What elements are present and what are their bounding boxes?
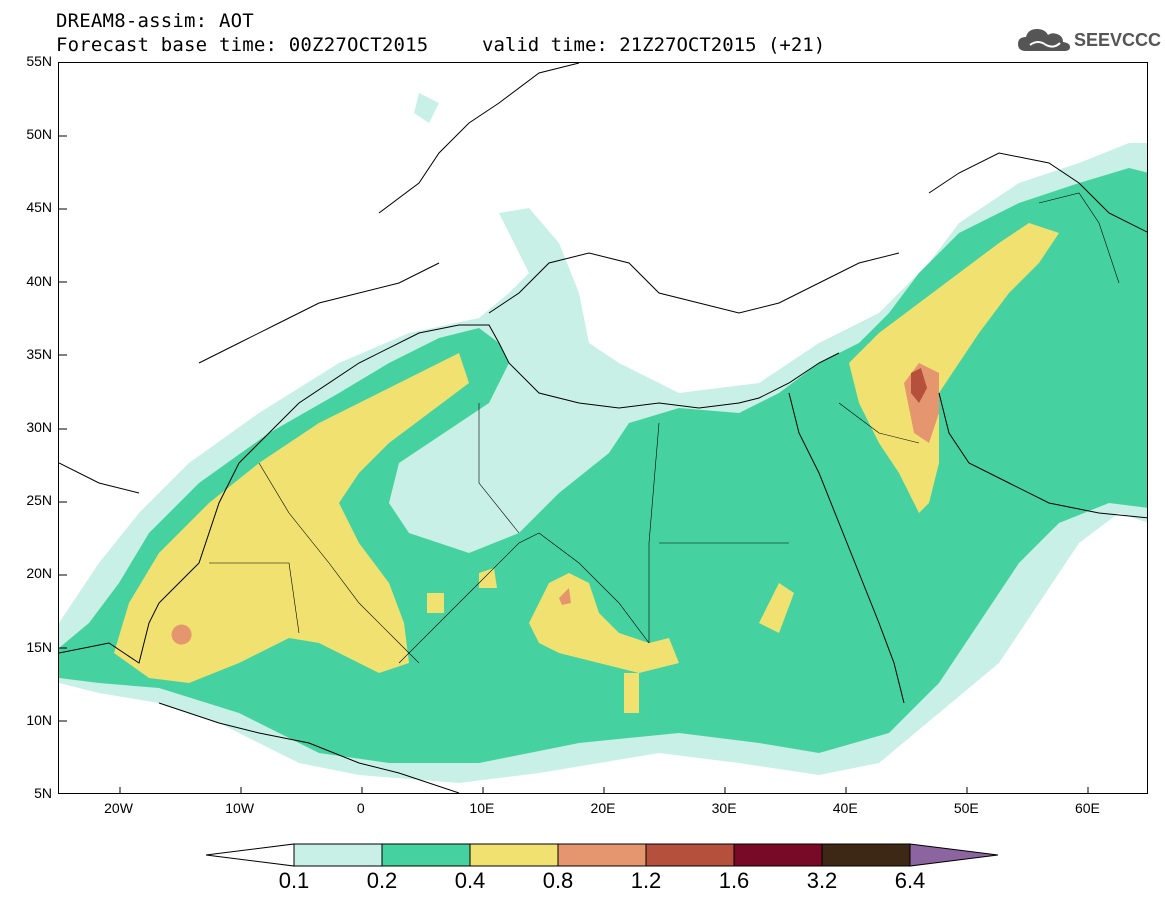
- map-ticks: [59, 135, 1089, 793]
- colorbar-label: 0.8: [542, 868, 574, 893]
- lon-tick-label: 50E: [953, 800, 979, 816]
- colorbar-label: 0.4: [454, 868, 486, 893]
- lon-tick-label: 20E: [590, 800, 616, 816]
- coastlines: [59, 63, 1147, 793]
- colorbar-segment: [645, 843, 735, 867]
- seevccc-logo: SEEVCCC: [1016, 22, 1161, 58]
- colorbar-label: 6.4: [894, 868, 926, 893]
- colorbar-label: 0.1: [278, 868, 310, 893]
- lat-tick-label: 50N: [26, 126, 52, 143]
- colorbar-segment: [469, 843, 559, 867]
- map-title: DREAM8-assim: AOT: [56, 10, 254, 32]
- lat-tick-label: 30N: [26, 419, 52, 435]
- lat-tick-label: 35N: [26, 345, 52, 362]
- colorbar: [206, 843, 998, 867]
- colorbar-label: 0.2: [366, 868, 398, 893]
- lat-tick-label: 15N: [26, 638, 52, 655]
- lon-tick-label: 20W: [104, 800, 133, 816]
- lon-tick-label: 10E: [469, 800, 495, 816]
- colorbar-overflow: [909, 843, 998, 867]
- colorbar-label: 1.6: [718, 868, 750, 893]
- cloud-icon: [1018, 29, 1070, 51]
- aot-contour-1.2: [911, 368, 927, 403]
- map-panel: [58, 62, 1148, 794]
- colorbar-label: 1.2: [630, 868, 662, 893]
- lon-tick-label: 0: [356, 800, 365, 816]
- forecast-base-time: Forecast base time: 00Z27OCT2015: [56, 34, 429, 56]
- lon-tick-label: 60E: [1074, 800, 1100, 816]
- colorbar-segment: [293, 843, 383, 867]
- colorbar-label: 3.2: [806, 868, 838, 893]
- aot-map: [59, 63, 1147, 793]
- colorbar-segment: [733, 843, 823, 867]
- lat-tick-label: 55N: [26, 53, 52, 69]
- lon-tick-label: 30E: [711, 800, 737, 816]
- lon-tick-label: 40E: [832, 800, 858, 816]
- lon-tick-label: 10W: [225, 800, 255, 816]
- colorbar-segment: [557, 843, 647, 867]
- colorbar-segment: [381, 843, 471, 867]
- lat-tick-label: 25N: [26, 492, 52, 509]
- colorbar-underflow: [206, 843, 295, 867]
- logo-text: SEEVCCC: [1074, 29, 1162, 50]
- country-borders: [209, 192, 1120, 664]
- lat-tick-label: 45N: [26, 199, 52, 216]
- lat-tick-label: 20N: [26, 565, 52, 582]
- colorbar-segment: [821, 843, 911, 867]
- lat-tick-label: 5N: [34, 785, 52, 801]
- lat-tick-label: 10N: [26, 711, 52, 728]
- valid-time: valid time: 21Z27OCT2015 (+21): [482, 34, 826, 56]
- lat-tick-label: 40N: [26, 272, 52, 289]
